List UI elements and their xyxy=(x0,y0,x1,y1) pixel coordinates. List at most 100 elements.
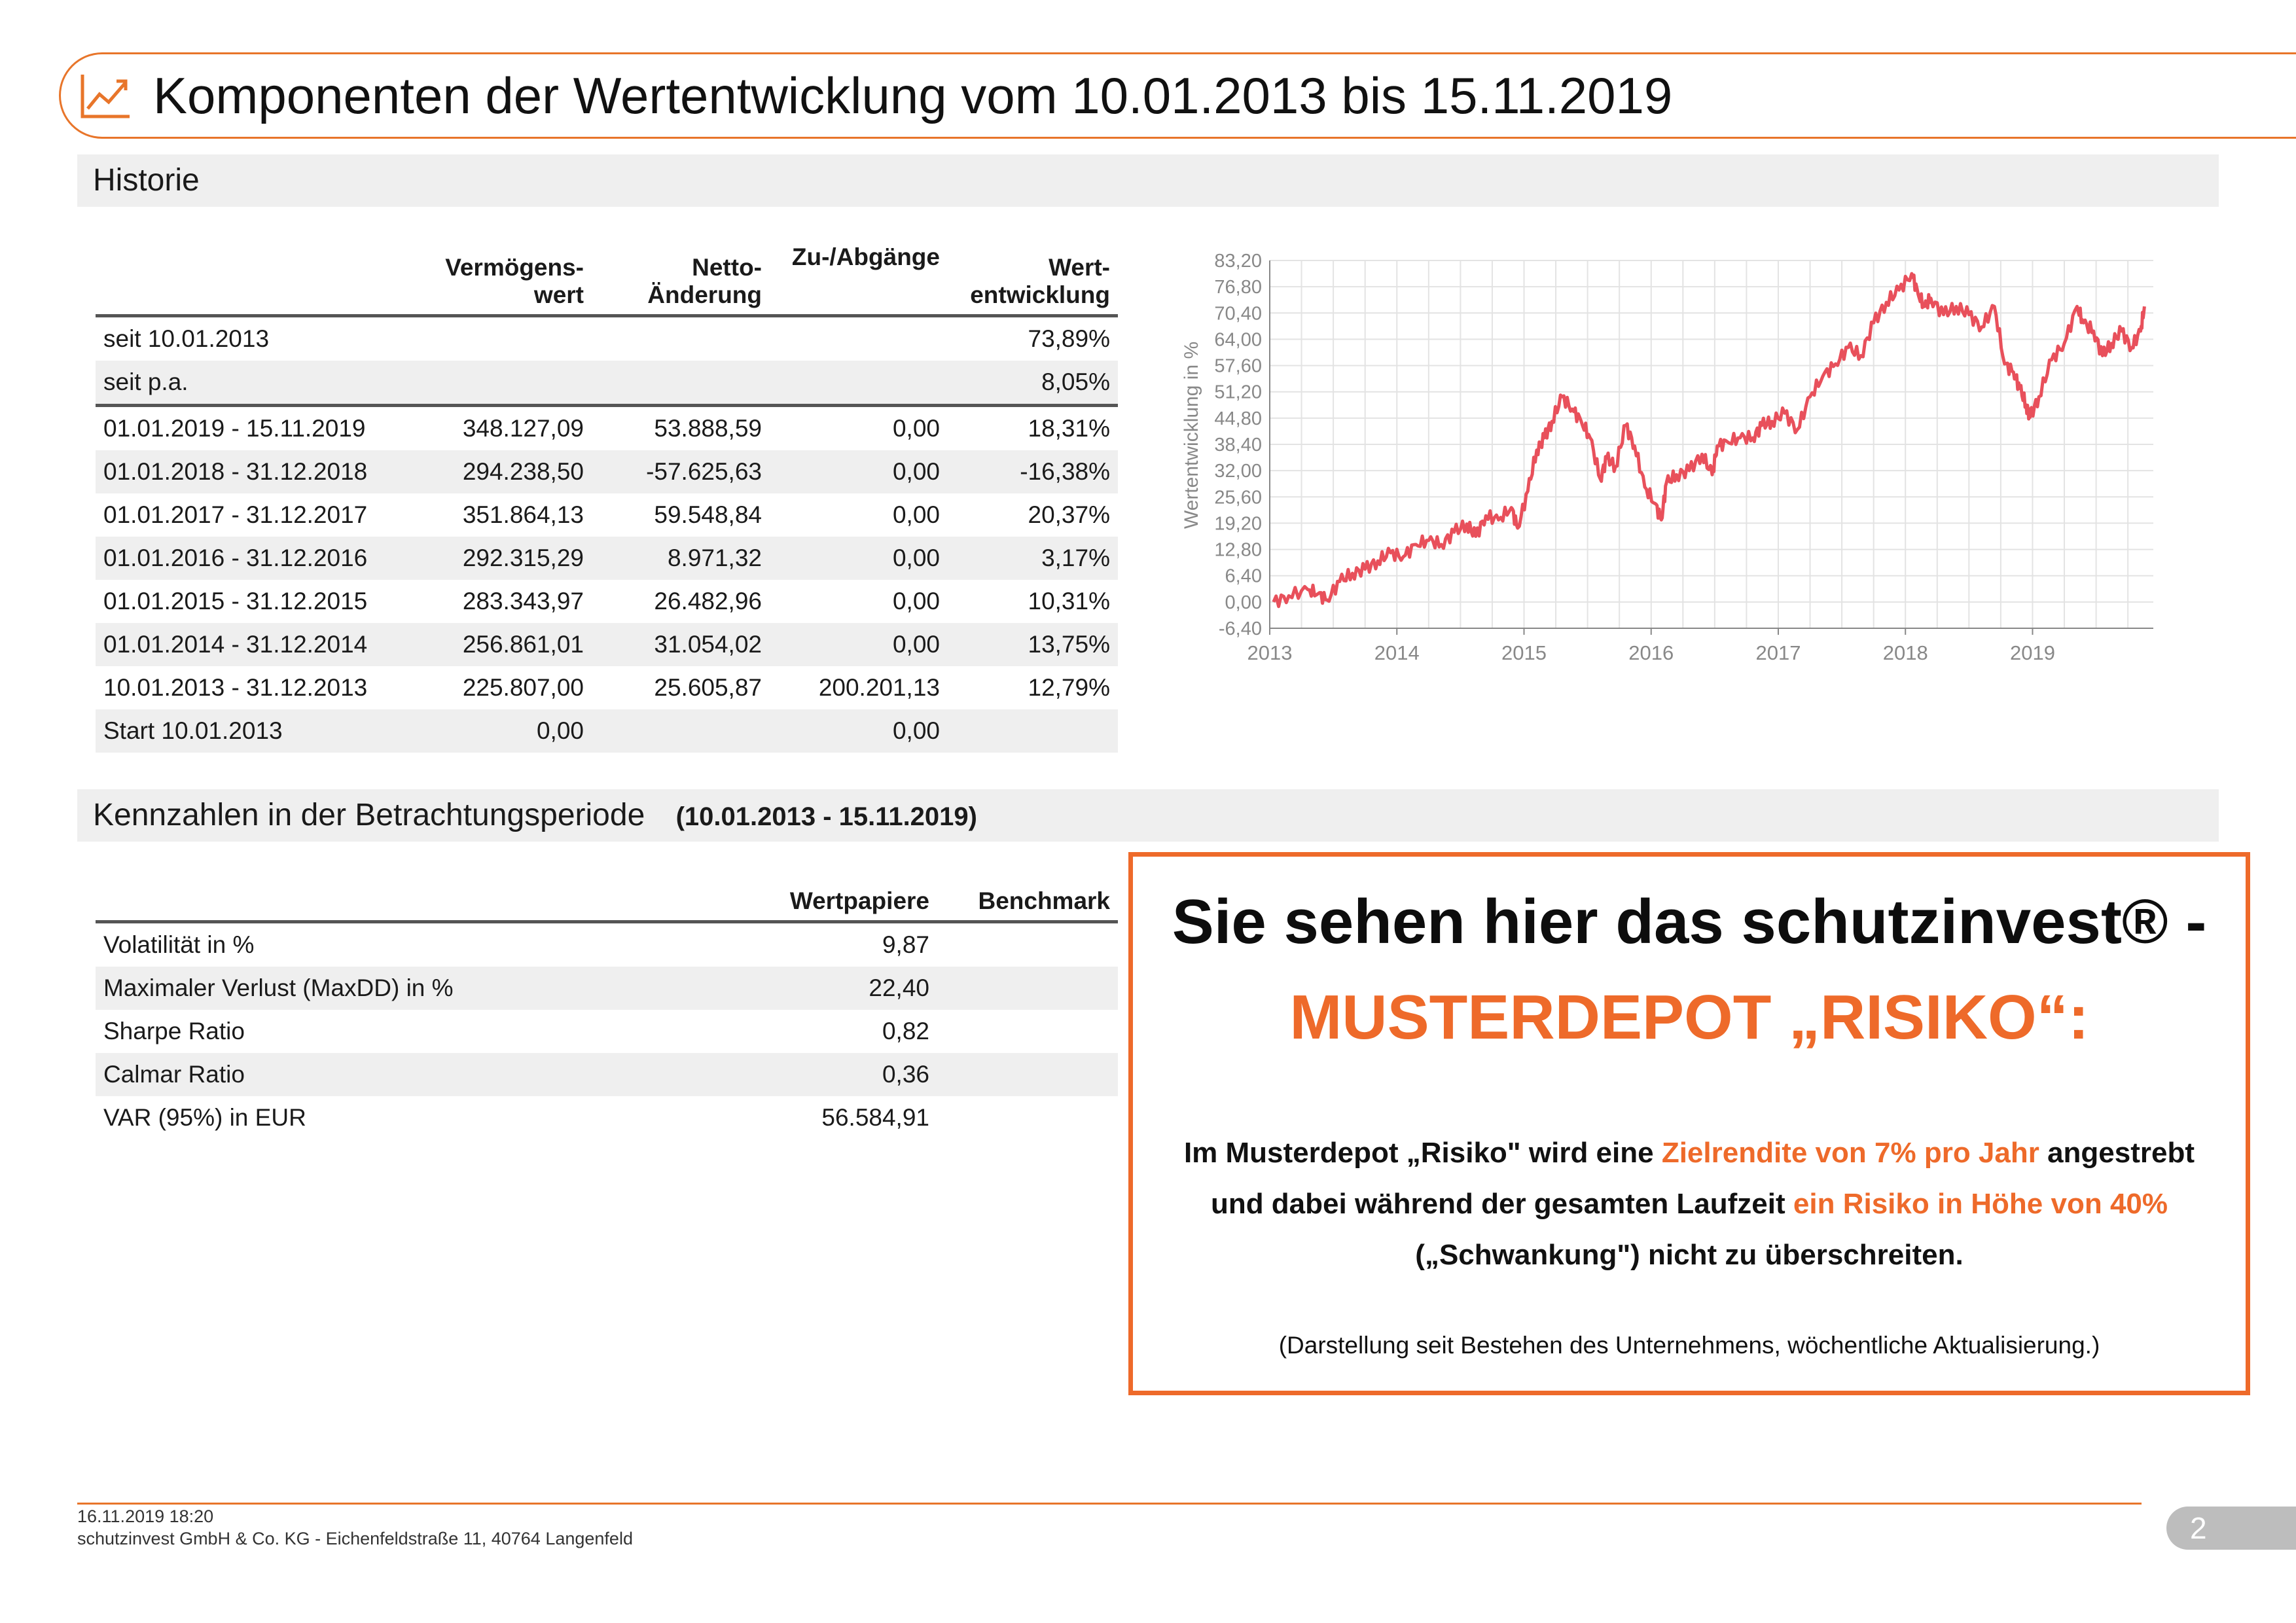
row-netto xyxy=(592,709,770,753)
row-vermoegenswert: 294.238,50 xyxy=(403,450,592,493)
info-body: Im Musterdepot „Risiko" wird eine Zielre… xyxy=(1172,1128,2206,1281)
row-netto: -57.625,63 xyxy=(592,450,770,493)
header-period xyxy=(96,240,403,316)
x-tick-label: 2019 xyxy=(2010,641,2055,664)
y-tick-label: 25,60 xyxy=(1214,487,1262,508)
info-highlight-risk: ein Risiko in Höhe von 40% xyxy=(1793,1188,2168,1220)
row-period: 01.01.2015 - 31.12.2015 xyxy=(103,588,368,615)
y-tick-label: 51,20 xyxy=(1214,382,1262,403)
footer-divider xyxy=(77,1503,2142,1505)
row-netto: 53.888,59 xyxy=(592,404,770,450)
table-row: 01.01.2017 - 31.12.2017 351.864,13 59.54… xyxy=(96,493,1118,537)
row-wert: 3,17% xyxy=(948,537,1118,580)
row-wert: 12,79% xyxy=(1028,674,1111,701)
row-zuab: 0,00 xyxy=(770,709,948,753)
line-chart-icon xyxy=(81,75,130,118)
row-zuab: 200.201,13 xyxy=(818,674,940,701)
y-tick-label: 83,20 xyxy=(1214,251,1262,272)
row-vermoegenswert: 351.864,13 xyxy=(462,501,584,528)
chart-series xyxy=(1272,272,2146,609)
x-tick-label: 2016 xyxy=(1628,641,1674,664)
footer-company: schutzinvest GmbH & Co. KG - Eichenfelds… xyxy=(77,1529,633,1548)
table-row: 01.01.2014 - 31.12.2014 256.861,01 31.05… xyxy=(96,623,1118,666)
table-row: seit 10.01.2013 73,89% xyxy=(96,314,1118,361)
row-netto: 8.971,32 xyxy=(592,537,770,580)
footer-date: 16.11.2019 18:20 xyxy=(77,1507,214,1526)
header-vermoegenswert: Vermögens- wert xyxy=(445,254,584,308)
section-period: (10.01.2013 - 15.11.2019) xyxy=(675,802,977,831)
metric-label: Sharpe Ratio xyxy=(103,1018,245,1044)
header-wertentwicklung: Wert- entwicklung xyxy=(970,254,1110,308)
row-period: 01.01.2019 - 15.11.2019 xyxy=(96,404,403,450)
row-period: Start 10.01.2013 xyxy=(96,709,403,753)
table-header-row: Wertpapiere Benchmark xyxy=(96,865,1118,922)
metric-benchmark xyxy=(937,1010,1118,1053)
metric-label: Maximaler Verlust (MaxDD) in % xyxy=(96,967,685,1010)
row-netto: 25.605,87 xyxy=(654,674,762,701)
row-wert: -16,38% xyxy=(948,450,1118,493)
row-zuab: 0,00 xyxy=(770,450,948,493)
section-title: Kennzahlen in der Betrachtungsperiode xyxy=(93,798,645,832)
y-tick-label: 0,00 xyxy=(1225,592,1262,613)
row-zuab: 0,00 xyxy=(892,588,940,615)
y-tick-label: 57,60 xyxy=(1214,356,1262,377)
table-row: seit p.a. 8,05% xyxy=(96,361,1118,406)
row-period: 01.01.2014 - 31.12.2014 xyxy=(96,623,403,666)
row-vermoegenswert: 292.315,29 xyxy=(403,537,592,580)
x-tick-label: 2014 xyxy=(1374,641,1420,664)
table-row: 01.01.2019 - 15.11.2019 348.127,09 53.88… xyxy=(96,404,1118,450)
y-tick-label: 70,40 xyxy=(1214,303,1262,324)
row-wert xyxy=(948,709,1118,753)
row-netto: 59.548,84 xyxy=(654,501,762,528)
y-tick-label: -6,40 xyxy=(1219,618,1262,639)
row-wert: 13,75% xyxy=(948,623,1118,666)
y-tick-label: 44,80 xyxy=(1214,408,1262,429)
info-body-text: Im Musterdepot „Risiko" wird eine xyxy=(1183,1137,1662,1169)
row-wert: 20,37% xyxy=(1028,501,1111,528)
summary-value: 8,05% xyxy=(948,361,1118,406)
y-tick-label: 12,80 xyxy=(1214,540,1262,561)
table-row: Calmar Ratio 0,36 xyxy=(96,1053,1118,1096)
y-tick-label: 76,80 xyxy=(1214,277,1262,298)
info-note: (Darstellung seit Bestehen des Unternehm… xyxy=(1278,1332,2100,1359)
chart-grid xyxy=(1269,260,2153,629)
row-netto: 26.482,96 xyxy=(654,588,762,615)
table-row: Start 10.01.2013 0,00 0,00 xyxy=(96,709,1118,753)
performance-chart: 83,20 76,80 70,40 64,00 57,60 51,20 44,80 38,40… xyxy=(1181,251,2153,664)
metric-benchmark xyxy=(937,1096,1118,1139)
section-historie: Historie xyxy=(77,154,2219,207)
header-netto-aenderung: Netto- Änderung xyxy=(647,254,762,308)
section-kennzahlen: Kennzahlen in der Betrachtungsperiode (1… xyxy=(77,789,2219,842)
row-vermoegenswert: 283.343,97 xyxy=(462,588,584,615)
metric-benchmark xyxy=(937,920,1118,967)
metric-label: Volatilität in % xyxy=(96,920,685,967)
row-vermoegenswert: 348.127,09 xyxy=(403,404,592,450)
row-netto: 31.054,02 xyxy=(592,623,770,666)
x-tick-label: 2013 xyxy=(1247,641,1293,664)
row-period: 01.01.2016 - 31.12.2016 xyxy=(96,537,403,580)
metric-label: Calmar Ratio xyxy=(96,1053,685,1096)
table-row: Maximaler Verlust (MaxDD) in % 22,40 xyxy=(96,967,1118,1010)
row-vermoegenswert: 225.807,00 xyxy=(462,674,584,701)
summary-label: seit p.a. xyxy=(96,361,403,406)
y-tick-label: 19,20 xyxy=(1214,513,1262,534)
page-number: 2 xyxy=(2166,1507,2296,1550)
x-tick-label: 2017 xyxy=(1755,641,1801,664)
row-wert: 10,31% xyxy=(1028,588,1111,615)
info-subheadline: MUSTERDEPOT „RISIKO“: xyxy=(1289,982,2089,1052)
info-body-text: angestrebt und dabei während der gesamte… xyxy=(1210,1137,2195,1220)
y-tick-label: 6,40 xyxy=(1225,566,1262,587)
header-wertpapiere: Wertpapiere xyxy=(789,887,929,914)
info-highlight-return: Zielrendite von 7% pro Jahr xyxy=(1661,1137,2039,1169)
row-wert: 18,31% xyxy=(948,404,1118,450)
row-zuab: 0,00 xyxy=(770,404,948,450)
table-row: 10.01.2013 - 31.12.2013 225.807,00 25.60… xyxy=(96,666,1118,709)
metric-value: 56.584,91 xyxy=(821,1104,929,1131)
table-row: 01.01.2016 - 31.12.2016 292.315,29 8.971… xyxy=(96,537,1118,580)
row-zuab: 0,00 xyxy=(770,537,948,580)
header-zu-abgaenge: Zu-/Abgänge xyxy=(791,243,940,270)
title-bar xyxy=(59,52,2296,139)
historie-table: Vermögens- wert Netto- Änderung Zu-/Abgä… xyxy=(96,240,1118,753)
metric-value: 9,87 xyxy=(685,920,937,967)
y-tick-label: 38,40 xyxy=(1214,435,1262,455)
